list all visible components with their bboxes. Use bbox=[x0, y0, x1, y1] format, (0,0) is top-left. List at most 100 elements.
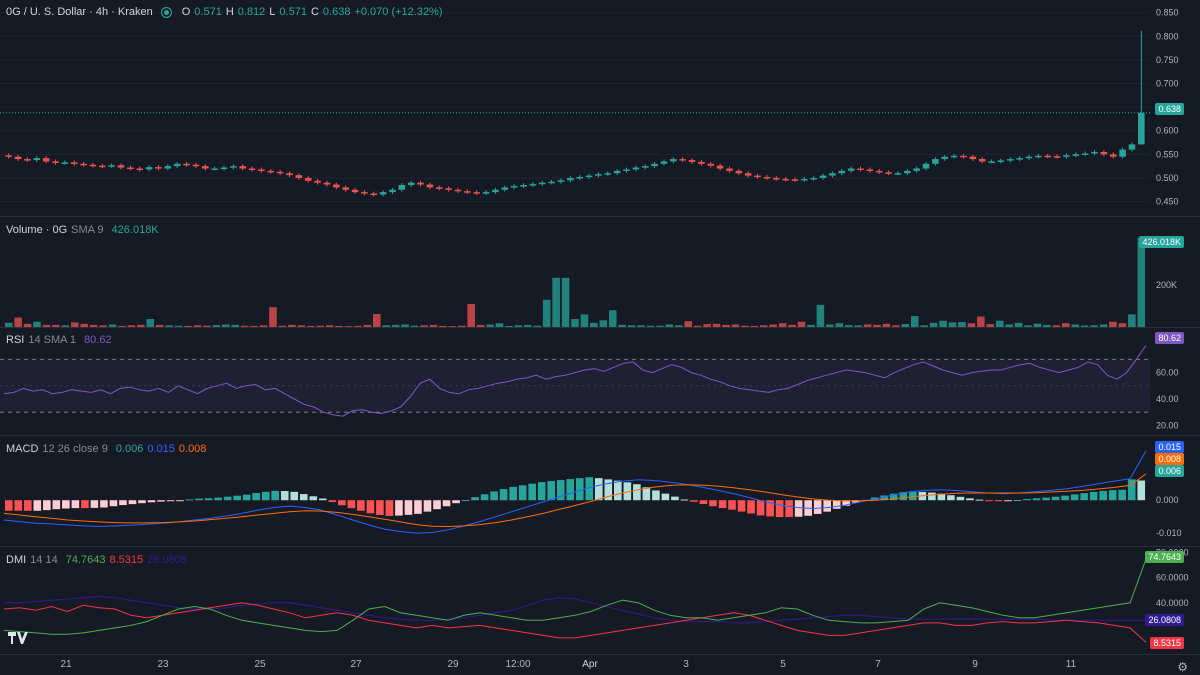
high-value: 0.812 bbox=[237, 6, 266, 18]
macd-line bbox=[3, 450, 1147, 534]
volume-value: 426.018K bbox=[111, 224, 159, 236]
macd-param: 12 26 close 9 bbox=[42, 443, 108, 455]
macd-histogram-bar bbox=[90, 500, 99, 508]
time-tick-label: Apr bbox=[582, 659, 598, 670]
volume-bar bbox=[1137, 237, 1146, 327]
time-axis[interactable]: 21 23 25 27 29 12:00 Apr 3 5 7 9 11 bbox=[0, 655, 1200, 675]
volume-bar bbox=[665, 324, 674, 327]
dmi-pane[interactable]: DMI 14 14 74.7643 8.5315 26.0808 80.0000… bbox=[0, 548, 1200, 655]
macd-histogram-bar bbox=[518, 485, 527, 501]
volume-bar bbox=[240, 325, 249, 327]
candle-body bbox=[426, 184, 434, 188]
macd-histogram-bar bbox=[652, 490, 660, 501]
volume-title: Volume · 0G bbox=[6, 224, 68, 236]
volume-bar bbox=[703, 324, 711, 327]
macd-histogram-bar bbox=[357, 500, 365, 511]
macd-histogram-bar bbox=[452, 500, 460, 504]
dmi-tick-label: 40.0000 bbox=[1156, 598, 1189, 608]
macd-histogram-bar bbox=[328, 500, 337, 502]
volume-bar bbox=[288, 324, 296, 327]
tradingview-logo[interactable] bbox=[8, 632, 28, 644]
macd-histogram-bar bbox=[271, 490, 280, 501]
open-label: O bbox=[181, 6, 191, 18]
candle-body bbox=[932, 159, 939, 164]
candle-body bbox=[42, 158, 50, 162]
macd-line-value: 0.015 bbox=[147, 443, 175, 455]
macd-histogram-bar bbox=[1051, 496, 1060, 501]
symbol-legend: 0G / U. S. Dollar · 4h · Kraken O 0.571 H… bbox=[6, 6, 443, 18]
macd-histogram-bar bbox=[423, 500, 432, 512]
candle-body bbox=[1006, 159, 1014, 161]
dmi-param: 14 14 bbox=[30, 554, 58, 566]
macd-histogram-bar bbox=[490, 491, 498, 501]
macd-histogram-bar bbox=[176, 500, 184, 502]
candle-body bbox=[1025, 156, 1033, 159]
candle-body bbox=[604, 173, 612, 175]
candle-body bbox=[548, 181, 555, 184]
candle-body bbox=[810, 177, 817, 180]
candle-body bbox=[70, 162, 78, 164]
volume-bar bbox=[637, 325, 645, 327]
macd-histogram-bar bbox=[747, 500, 755, 514]
volume-bar bbox=[807, 324, 815, 327]
candle-body bbox=[248, 168, 256, 171]
macd-chart[interactable]: 0.000 -0.010 bbox=[0, 437, 1200, 547]
volume-bar bbox=[542, 299, 551, 327]
candle-body bbox=[660, 161, 668, 164]
macd-histogram-bar bbox=[166, 500, 175, 502]
dmi-legend: DMI 14 14 74.7643 8.5315 26.0808 bbox=[6, 554, 187, 566]
candle-body bbox=[772, 177, 780, 180]
volume-chart[interactable]: 400K200K bbox=[0, 218, 1200, 328]
macd-histogram-bar bbox=[223, 496, 232, 501]
volume-bar bbox=[684, 321, 693, 327]
macd-pane[interactable]: MACD 12 26 close 9 0.006 0.015 0.008 0.0… bbox=[0, 437, 1200, 547]
settings-icon[interactable]: ⚙ bbox=[1177, 660, 1188, 674]
volume-bar bbox=[778, 323, 787, 327]
macd-histogram-bar bbox=[766, 500, 774, 517]
change-value: +0.070 (+12.32%) bbox=[354, 6, 443, 18]
open-value: 0.571 bbox=[194, 6, 222, 18]
volume-bar bbox=[533, 325, 542, 327]
price-pane[interactable]: 0G / U. S. Dollar · 4h · Kraken O 0.571 H… bbox=[0, 0, 1200, 217]
volume-bar bbox=[977, 316, 985, 327]
candle-body bbox=[52, 161, 59, 163]
rsi-pane[interactable]: RSI 14 SMA 1 80.62 60.00 40.00 20.00 80.62 bbox=[0, 329, 1200, 436]
macd-histogram-bar bbox=[671, 496, 679, 501]
candle-body bbox=[651, 163, 658, 167]
macd-histogram-bar bbox=[633, 484, 641, 501]
volume-bar bbox=[826, 324, 834, 327]
minus-di-value: 8.5315 bbox=[109, 554, 144, 566]
candle-body bbox=[230, 166, 237, 168]
macd-histogram-bar bbox=[909, 491, 917, 501]
macd-histogram-bar bbox=[966, 498, 974, 501]
volume-bar bbox=[769, 324, 777, 327]
rsi-chart[interactable]: 60.00 40.00 20.00 bbox=[0, 329, 1200, 436]
volume-bar bbox=[127, 325, 136, 327]
volume-bar bbox=[33, 321, 41, 327]
macd-histogram-bar bbox=[461, 500, 470, 502]
volume-pane[interactable]: Volume · 0G SMA 9 426.018K 400K200K 426.… bbox=[0, 218, 1200, 328]
candle-body bbox=[351, 189, 359, 193]
candle-body bbox=[875, 170, 883, 173]
candlestick-chart[interactable]: 0.8500.8000.7500.7000.6500.6000.5500.500… bbox=[0, 0, 1200, 217]
candle-body bbox=[538, 182, 546, 185]
volume-bar bbox=[1043, 324, 1051, 327]
volume-bar bbox=[759, 325, 768, 327]
volume-bar bbox=[920, 325, 928, 327]
symbol-title[interactable]: 0G / U. S. Dollar · 4h · Kraken bbox=[6, 6, 153, 18]
rsi-value: 80.62 bbox=[84, 334, 112, 346]
candle-body bbox=[33, 158, 41, 161]
candle-body bbox=[623, 169, 630, 171]
rsi-tag: 80.62 bbox=[1155, 332, 1184, 344]
candle-body bbox=[389, 189, 396, 193]
volume-bar bbox=[1052, 325, 1061, 327]
volume-bar bbox=[80, 323, 88, 327]
macd-histogram-bar bbox=[319, 498, 327, 501]
macd-histogram-bar bbox=[1108, 490, 1117, 501]
candle-body bbox=[407, 182, 415, 186]
macd-histogram-bar bbox=[585, 477, 594, 501]
macd-histogram-bar bbox=[756, 500, 765, 516]
macd-histogram-bar bbox=[528, 483, 536, 501]
candle-body bbox=[1053, 156, 1061, 158]
macd-histogram-bar bbox=[956, 496, 965, 501]
